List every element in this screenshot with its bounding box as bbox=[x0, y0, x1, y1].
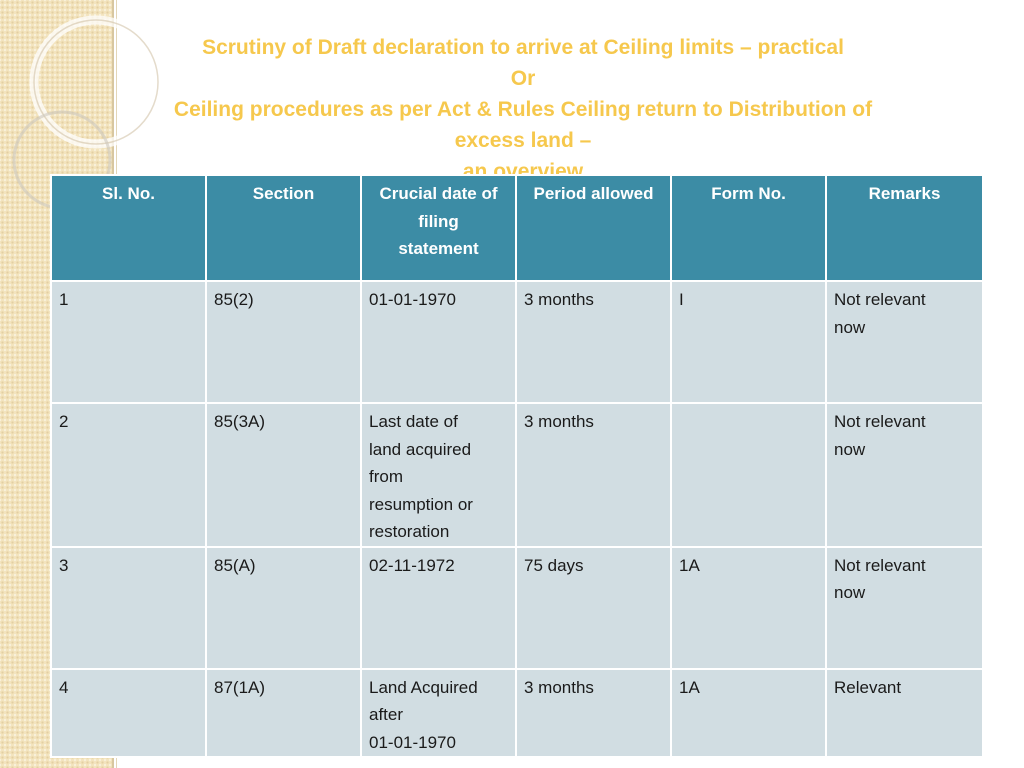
table-header-row: Sl. No. Section Crucial date of filing s… bbox=[50, 174, 984, 282]
cell-form-no: I bbox=[670, 280, 827, 404]
title-line-3: Ceiling procedures as per Act & Rules Ce… bbox=[173, 98, 873, 121]
cell-remarks: Not relevant now bbox=[825, 280, 984, 404]
title-line-1: Scrutiny of Draft declaration to arrive … bbox=[202, 36, 844, 59]
slide-title: Scrutiny of Draft declaration to arrive … bbox=[40, 32, 1006, 187]
cell-section: 87(1A) bbox=[205, 667, 362, 758]
cell-sl-no: 2 bbox=[50, 402, 207, 548]
cell-section: 85(3A) bbox=[205, 402, 362, 548]
cell-remarks: Relevant bbox=[825, 667, 984, 758]
cell-crucial-date: 02-11-1972 bbox=[360, 545, 517, 670]
cell-sl-no: 1 bbox=[50, 280, 207, 404]
cell-form-no: 1A bbox=[670, 545, 827, 670]
cell-crucial-date: Land Acquired after 01-01-1970 bbox=[360, 667, 517, 758]
cell-period-allowed: 3 months bbox=[515, 667, 672, 758]
header-remarks: Remarks bbox=[825, 174, 984, 282]
table-row: 1 85(2) 01-01-1970 3 months I Not releva… bbox=[50, 280, 984, 404]
cell-crucial-date: 01-01-1970 bbox=[360, 280, 517, 404]
header-sl-no: Sl. No. bbox=[50, 174, 207, 282]
cell-section: 85(2) bbox=[205, 280, 362, 404]
header-crucial-date: Crucial date of filing statement bbox=[360, 174, 517, 282]
cell-period-allowed: 75 days bbox=[515, 545, 672, 670]
title-line-2: Or bbox=[510, 67, 536, 90]
ceiling-procedures-table: Sl. No. Section Crucial date of filing s… bbox=[50, 174, 984, 758]
table-row: 4 87(1A) Land Acquired after 01-01-1970 … bbox=[50, 667, 984, 758]
cell-remarks: Not relevant now bbox=[825, 545, 984, 670]
cell-sl-no: 3 bbox=[50, 545, 207, 670]
header-period-allowed: Period allowed bbox=[515, 174, 672, 282]
cell-form-no bbox=[670, 402, 827, 548]
cell-crucial-date: Last date of land acquired from resumpti… bbox=[360, 402, 517, 548]
cell-remarks: Not relevant now bbox=[825, 402, 984, 548]
header-form-no: Form No. bbox=[670, 174, 827, 282]
title-line-4: excess land – bbox=[454, 129, 592, 152]
cell-period-allowed: 3 months bbox=[515, 402, 672, 548]
table-row: 2 85(3A) Last date of land acquired from… bbox=[50, 402, 984, 548]
table-row: 3 85(A) 02-11-1972 75 days 1A Not releva… bbox=[50, 545, 984, 670]
cell-section: 85(A) bbox=[205, 545, 362, 670]
cell-sl-no: 4 bbox=[50, 667, 207, 758]
cell-period-allowed: 3 months bbox=[515, 280, 672, 404]
header-section: Section bbox=[205, 174, 362, 282]
cell-form-no: 1A bbox=[670, 667, 827, 758]
